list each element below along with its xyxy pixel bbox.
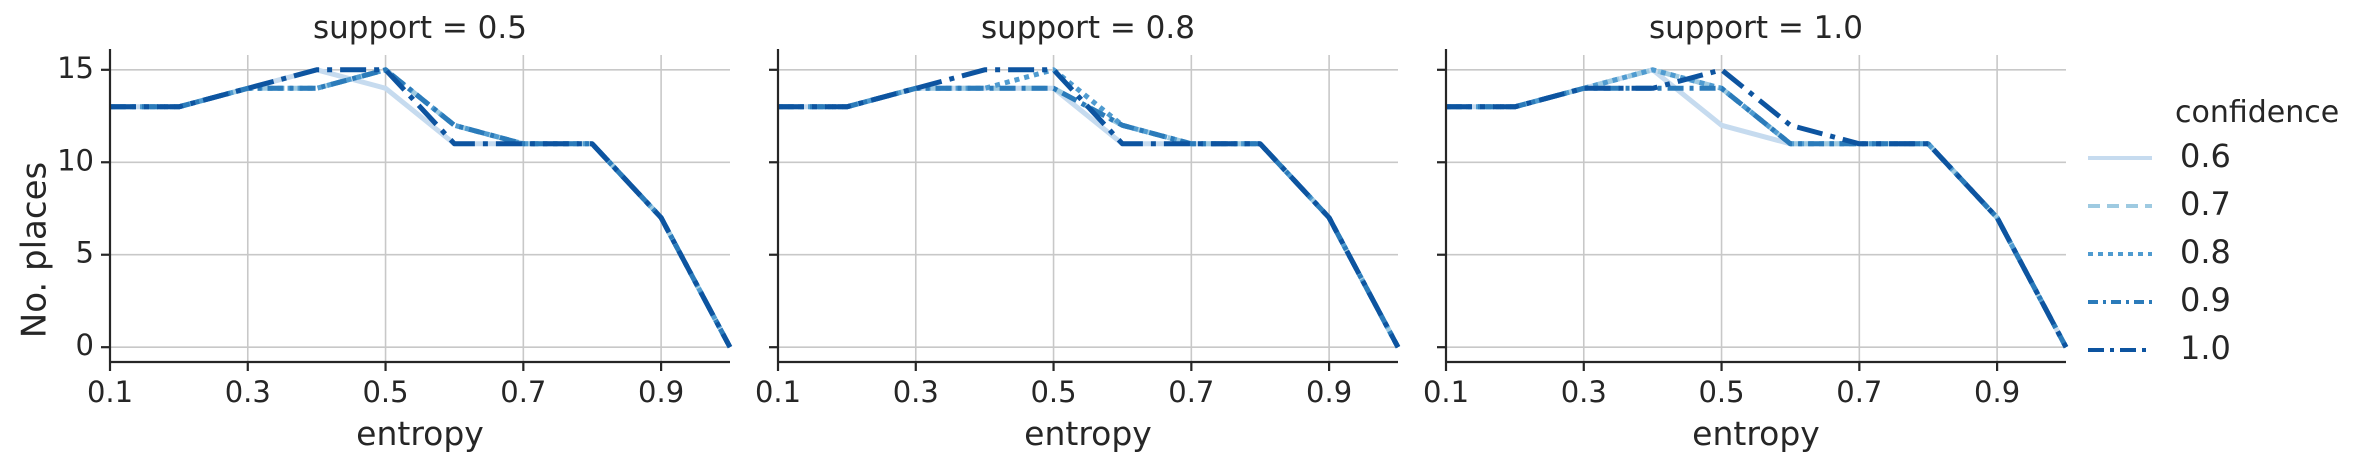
- x-axis-label: entropy: [356, 414, 484, 453]
- legend-title: confidence: [2175, 95, 2339, 130]
- legend-label: 1.0: [2180, 329, 2231, 367]
- x-tick-label: 0.7: [1836, 375, 1882, 409]
- series-line-0-8: [1446, 67, 2069, 349]
- legend-label: 0.7: [2180, 185, 2231, 223]
- series-line-0-6: [110, 67, 733, 349]
- legend: confidence 0.6 0.7 0.8 0.9 1.0: [2088, 95, 2339, 367]
- panel-title: support = 0.8: [981, 10, 1195, 46]
- x-axis-label: entropy: [1024, 414, 1152, 453]
- x-tick-label: 0.9: [1974, 375, 2020, 409]
- legend-items: 0.6 0.7 0.8 0.9 1.0: [2088, 137, 2231, 367]
- x-tick-label: 0.5: [1698, 375, 1744, 409]
- x-tick-label: 0.1: [1423, 375, 1469, 409]
- series-line-0-6: [778, 85, 1401, 349]
- series-line-0-7: [778, 85, 1401, 349]
- x-tick-label: 0.3: [893, 375, 939, 409]
- panel-2: 0.1 0.3 0.5 0.7 0.9 support = 0.8 entropy: [755, 10, 1401, 453]
- x-tick-label: 0.7: [500, 375, 546, 409]
- series-line-0-7: [1446, 67, 2069, 349]
- x-tick-label: 0.3: [225, 375, 271, 409]
- legend-label: 0.8: [2180, 233, 2231, 271]
- series-line-1-0: [778, 67, 1401, 349]
- panel-title: support = 0.5: [313, 10, 527, 46]
- series-line-0-8: [110, 67, 733, 349]
- series-line-0-9: [778, 85, 1401, 349]
- series-line-0-9: [110, 67, 733, 349]
- y-tick-label: 10: [57, 143, 94, 177]
- panel-3: 0.1 0.3 0.5 0.7 0.9 support = 1.0 entropy: [1423, 10, 2069, 453]
- x-tick-label: 0.5: [1030, 375, 1076, 409]
- y-tick-label: 5: [76, 236, 94, 270]
- x-tick-label: 0.5: [362, 375, 408, 409]
- y-axis-label: No. places: [15, 162, 55, 338]
- x-tick-label: 0.3: [1561, 375, 1607, 409]
- legend-label: 0.6: [2180, 137, 2231, 175]
- x-tick-label: 0.7: [1168, 375, 1214, 409]
- x-tick-label: 0.1: [755, 375, 801, 409]
- series-line-0-9: [1446, 85, 2069, 349]
- panel-1: 0 5 10 15 0.1 0.3 0.5 0.7 0.9 support = 0.5 entrop…: [57, 10, 733, 453]
- x-tick-label: 0.9: [1306, 375, 1352, 409]
- series-line-0-6: [1446, 67, 2069, 349]
- series-line-1-0: [110, 67, 733, 349]
- series-line-1-0: [1446, 67, 2069, 349]
- panel-title: support = 1.0: [1649, 10, 1863, 46]
- series-line-0-8: [778, 67, 1401, 349]
- x-axis-label: entropy: [1692, 414, 1820, 453]
- legend-label: 0.9: [2180, 281, 2231, 319]
- x-tick-label: 0.1: [87, 375, 133, 409]
- y-tick-label: 0: [76, 328, 94, 362]
- series-line-0-7: [110, 67, 733, 349]
- x-tick-label: 0.9: [638, 375, 684, 409]
- y-tick-label: 15: [57, 51, 94, 85]
- panels: 0 5 10 15 0.1 0.3 0.5 0.7 0.9 support = 0.5 entrop…: [57, 10, 2069, 453]
